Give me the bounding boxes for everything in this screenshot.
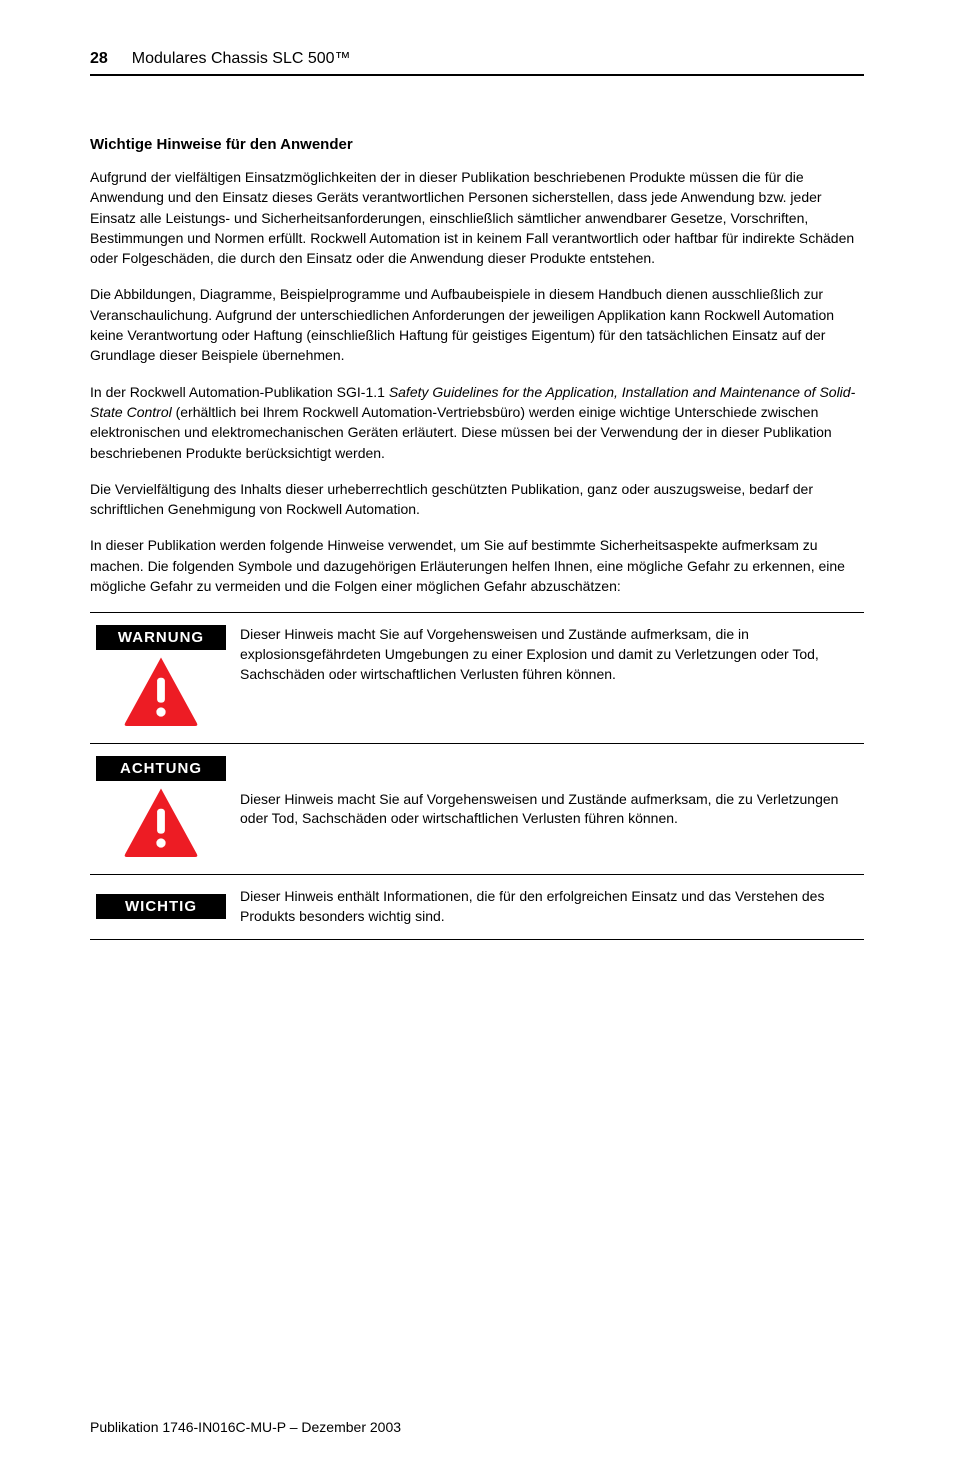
warning-triangle-icon [121, 656, 201, 726]
page-footer: Publikation 1746-IN016C-MU-P – Dezember … [90, 1419, 401, 1435]
paragraph-2: Die Abbildungen, Diagramme, Beispielprog… [90, 284, 864, 365]
wichtig-badge: WICHTIG [96, 894, 226, 919]
page-header: 28 Modulares Chassis SLC 500™ [90, 50, 864, 76]
table-row: WICHTIG Dieser Hinweis enthält Informati… [90, 875, 864, 939]
notice-table: WARNUNG Dieser Hinweis macht Sie auf Vor… [90, 612, 864, 939]
achtung-badge: ACHTUNG [96, 756, 226, 781]
para3-pre: In der Rockwell Automation-Publikation S… [90, 384, 389, 400]
wichtig-cell: WICHTIG [90, 875, 240, 939]
table-row: ACHTUNG Dieser Hinweis macht Sie auf Vor… [90, 744, 864, 875]
paragraph-5: In dieser Publikation werden folgende Hi… [90, 535, 864, 596]
page-number: 28 [90, 50, 108, 68]
achtung-text: Dieser Hinweis macht Sie auf Vorgehenswe… [240, 744, 864, 875]
paragraph-4: Die Vervielfältigung des Inhalts dieser … [90, 479, 864, 520]
table-row: WARNUNG Dieser Hinweis macht Sie auf Vor… [90, 613, 864, 744]
wichtig-text: Dieser Hinweis enthält Informationen, di… [240, 875, 864, 939]
paragraph-3: In der Rockwell Automation-Publikation S… [90, 382, 864, 463]
warnung-text: Dieser Hinweis macht Sie auf Vorgehenswe… [240, 613, 864, 744]
section-heading: Wichtige Hinweise für den Anwender [90, 136, 864, 153]
achtung-cell: ACHTUNG [90, 744, 240, 875]
para3-post: (erhältlich bei Ihrem Rockwell Automatio… [90, 404, 832, 461]
paragraph-1: Aufgrund der vielfältigen Einsatzmöglich… [90, 167, 864, 268]
warning-triangle-icon [121, 787, 201, 857]
header-title: Modulares Chassis SLC 500™ [132, 50, 351, 68]
warnung-cell: WARNUNG [90, 613, 240, 744]
warnung-badge: WARNUNG [96, 625, 226, 650]
